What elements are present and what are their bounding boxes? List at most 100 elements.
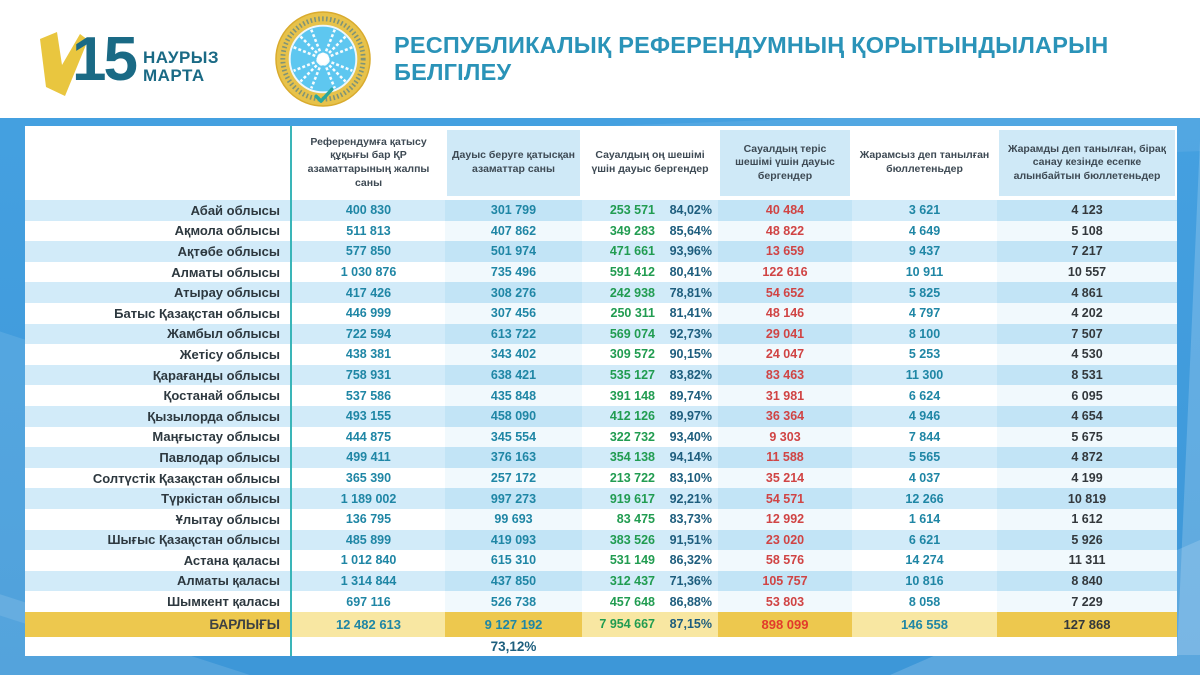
turnout-row-spacer — [718, 636, 852, 656]
eligible-count: 417 426 — [292, 282, 445, 303]
yes-count: 535 127 — [609, 368, 655, 383]
turnout-row-spacer — [582, 636, 718, 656]
yes-votes-cell: 919 617 92,21% — [582, 488, 718, 509]
logo-month-kz: НАУРЫЗ — [142, 47, 220, 67]
invalid-ballots-count: 14 274 — [852, 550, 997, 571]
eligible-count: 1 012 840 — [292, 550, 445, 571]
yes-votes-cell: 349 283 85,64% — [582, 220, 718, 242]
not-counted-ballots-count: 4 654 — [997, 405, 1177, 427]
not-counted-ballots-count: 4 123 — [997, 200, 1177, 221]
region-name: Павлодар облысы — [25, 447, 292, 468]
yes-count: 354 138 — [609, 450, 655, 465]
region-name: Шымкент қаласы — [25, 591, 292, 612]
participated-count: 301 799 — [445, 200, 582, 221]
logo-day-number: 15 — [72, 25, 138, 94]
yes-votes-cell: 531 149 86,32% — [582, 550, 718, 571]
participated-count: 735 496 — [445, 261, 582, 283]
no-votes-count: 54 571 — [718, 488, 852, 509]
not-counted-ballots-count: 11 311 — [997, 550, 1177, 571]
no-votes-count: 24 047 — [718, 344, 852, 365]
not-counted-ballots-count: 4 861 — [997, 282, 1177, 303]
participated-count: 307 456 — [445, 302, 582, 324]
yes-percent: 93,40% — [669, 429, 712, 444]
yes-votes-cell: 242 938 78,81% — [582, 282, 718, 303]
logo-month-ru: МАРТА — [142, 66, 205, 85]
eligible-count: 499 411 — [292, 447, 445, 468]
yes-votes-cell: 457 648 86,88% — [582, 591, 718, 612]
eligible-count: 400 830 — [292, 200, 445, 221]
no-votes-count: 40 484 — [718, 200, 852, 221]
yes-percent: 83,73% — [669, 512, 712, 527]
eligible-count: 485 899 — [292, 529, 445, 551]
no-votes-count: 58 576 — [718, 550, 852, 571]
region-name: Алматы қаласы — [25, 570, 292, 592]
table-corner-cell — [25, 126, 292, 200]
eligible-count: 758 931 — [292, 364, 445, 386]
yes-count: 7 954 667 — [599, 617, 655, 632]
turnout-row-spacer — [852, 636, 997, 656]
invalid-ballots-count: 5 565 — [852, 447, 997, 468]
column-header: Дауыс беруге қатысқан азаматтар саны — [445, 126, 582, 200]
eligible-count: 1 314 844 — [292, 570, 445, 592]
turnout-row-spacer — [997, 636, 1177, 656]
yes-percent: 91,51% — [669, 532, 712, 547]
yes-votes-cell: 312 437 71,36% — [582, 570, 718, 592]
eligible-count: 493 155 — [292, 405, 445, 427]
turnout-row-spacer — [25, 636, 292, 656]
yes-count: 457 648 — [609, 594, 655, 609]
not-counted-ballots-count: 4 202 — [997, 302, 1177, 324]
eligible-count: 697 116 — [292, 591, 445, 612]
eligible-count: 1 030 876 — [292, 261, 445, 283]
yes-count: 250 311 — [610, 306, 656, 321]
column-header: Референдумға қатысу құқығы бар ҚР азамат… — [292, 126, 445, 200]
participated-count: 997 273 — [445, 488, 582, 509]
invalid-ballots-count: 8 058 — [852, 591, 997, 612]
invalid-ballots-count: 10 816 — [852, 570, 997, 592]
column-header-label: Референдумға қатысу құқығы бар ҚР азамат… — [307, 135, 430, 189]
not-counted-ballots-count: 5 108 — [997, 220, 1177, 242]
column-header: Жарамды деп танылған, бірақ санау кезінд… — [997, 126, 1177, 200]
not-counted-ballots-count: 5 926 — [997, 529, 1177, 551]
yes-percent: 84,02% — [669, 203, 712, 218]
participated-count: 437 850 — [445, 570, 582, 592]
no-votes-count: 54 652 — [718, 282, 852, 303]
invalid-ballots-count: 4 037 — [852, 467, 997, 489]
yes-percent: 92,73% — [669, 326, 712, 341]
participated-count: 99 693 — [445, 508, 582, 530]
invalid-ballots-count: 9 437 — [852, 241, 997, 262]
invalid-ballots-count: 6 621 — [852, 529, 997, 551]
no-votes-count: 31 981 — [718, 385, 852, 406]
logo-month-text: НАУРЫЗ МАРТА — [142, 47, 220, 86]
not-counted-ballots-count: 4 530 — [997, 344, 1177, 365]
eligible-count: 537 586 — [292, 385, 445, 406]
page-title: РЕСПУБЛИКАЛЫҚ РЕФЕРЕНДУМНЫҢ ҚОРЫТЫНДЫЛАР… — [394, 32, 1109, 85]
yes-count: 83 475 — [616, 512, 655, 527]
eligible-count: 136 795 — [292, 508, 445, 530]
cec-emblem-icon — [275, 11, 371, 107]
yes-count: 322 732 — [609, 429, 655, 444]
eligible-count: 365 390 — [292, 467, 445, 489]
yes-percent: 93,96% — [669, 244, 712, 259]
yes-percent: 80,41% — [669, 265, 712, 280]
yes-count: 312 437 — [609, 573, 655, 588]
yes-percent: 90,15% — [669, 347, 712, 362]
region-name: Жамбыл облысы — [25, 323, 292, 345]
region-name: Ұлытау облысы — [25, 508, 292, 530]
results-table: Референдумға қатысу құқығы бар ҚР азамат… — [25, 126, 1177, 656]
no-votes-count: 29 041 — [718, 323, 852, 345]
region-name: Алматы облысы — [25, 261, 292, 283]
region-name: Атырау облысы — [25, 282, 292, 303]
yes-count: 531 149 — [609, 553, 655, 568]
no-votes-count: 9 303 — [718, 426, 852, 448]
region-name: Қостанай облысы — [25, 385, 292, 406]
no-votes-count: 83 463 — [718, 364, 852, 386]
total-eligible: 12 482 613 — [292, 611, 445, 637]
column-header-label: Жарамды деп танылған, бірақ санау кезінд… — [999, 130, 1175, 196]
yes-percent: 86,32% — [669, 553, 712, 568]
invalid-ballots-count: 4 946 — [852, 405, 997, 427]
invalid-ballots-count: 6 624 — [852, 385, 997, 406]
region-name: Қарағанды облысы — [25, 364, 292, 386]
region-name: Астана қаласы — [25, 550, 292, 571]
column-header-label: Дауыс беруге қатысқан азаматтар саны — [447, 130, 580, 196]
yes-count: 471 661 — [609, 244, 655, 259]
